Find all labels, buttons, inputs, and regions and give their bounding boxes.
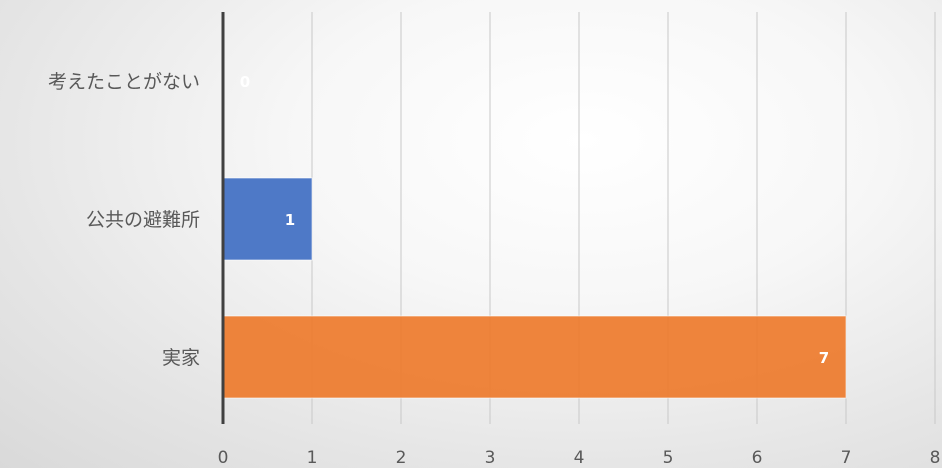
- category-label: 実家: [162, 347, 200, 369]
- category-label: 公共の避難所: [86, 209, 200, 231]
- bar: [223, 178, 312, 260]
- x-tick-label: 1: [307, 448, 318, 468]
- x-axis-ticks: 0 1 2 3 4 5 6 7 8: [218, 448, 941, 468]
- bar: [223, 316, 846, 398]
- x-tick-label: 0: [218, 448, 229, 468]
- data-label: 1: [285, 211, 295, 229]
- x-tick-label: 3: [485, 448, 496, 468]
- data-label: 7: [819, 349, 829, 367]
- x-tick-label: 4: [574, 448, 585, 468]
- bars: [223, 178, 846, 398]
- data-label: 0: [240, 73, 250, 91]
- x-tick-label: 8: [930, 448, 941, 468]
- x-tick-label: 5: [663, 448, 674, 468]
- x-tick-label: 6: [752, 448, 763, 468]
- x-tick-label: 2: [396, 448, 407, 468]
- x-tick-label: 7: [841, 448, 852, 468]
- category-label: 考えたことがない: [48, 71, 200, 93]
